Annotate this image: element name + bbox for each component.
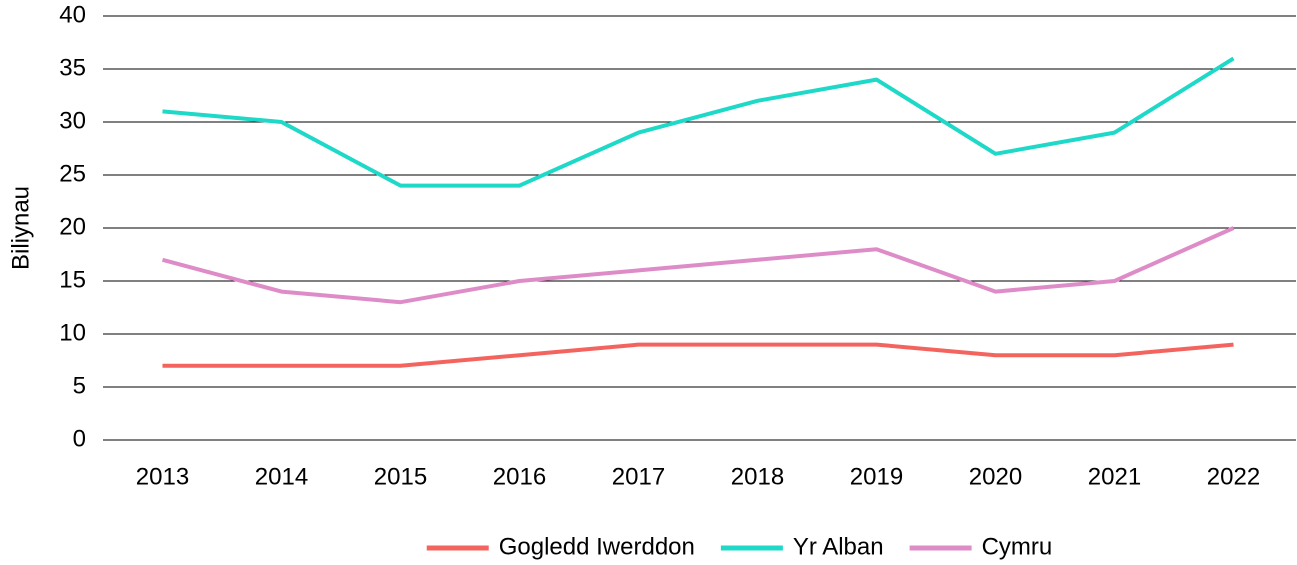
x-tick-label: 2014 [255, 463, 308, 490]
legend-label: Cymru [982, 533, 1053, 560]
line-series [162, 56, 1235, 188]
y-tick-label: 10 [59, 319, 86, 346]
y-tick-label: 0 [73, 425, 86, 452]
y-tick-label: 30 [59, 107, 86, 134]
legend-label: Gogledd Iwerddon [499, 533, 695, 560]
line-series [162, 342, 1234, 368]
x-tick-label: 2020 [969, 463, 1022, 490]
x-tick-label: 2021 [1088, 463, 1141, 490]
y-axis-label: Biliynau [7, 186, 34, 270]
y-tick-label: 15 [59, 266, 86, 293]
x-tick-label: 2016 [493, 463, 546, 490]
y-tick-label: 25 [59, 160, 86, 187]
y-tick-label: 5 [73, 372, 86, 399]
legend-label: Yr Alban [793, 533, 884, 560]
x-tick-label: 2018 [731, 463, 784, 490]
y-tick-label: 20 [59, 213, 86, 240]
y-tick-label: 35 [59, 54, 86, 81]
x-tick-label: 2017 [612, 463, 665, 490]
y-tick-label: 40 [59, 1, 86, 28]
x-tick-label: 2013 [136, 463, 189, 490]
x-tick-label: 2019 [850, 463, 903, 490]
x-tick-label: 2015 [374, 463, 427, 490]
x-tick-label: 2022 [1207, 463, 1260, 490]
line-series [161, 226, 1235, 305]
